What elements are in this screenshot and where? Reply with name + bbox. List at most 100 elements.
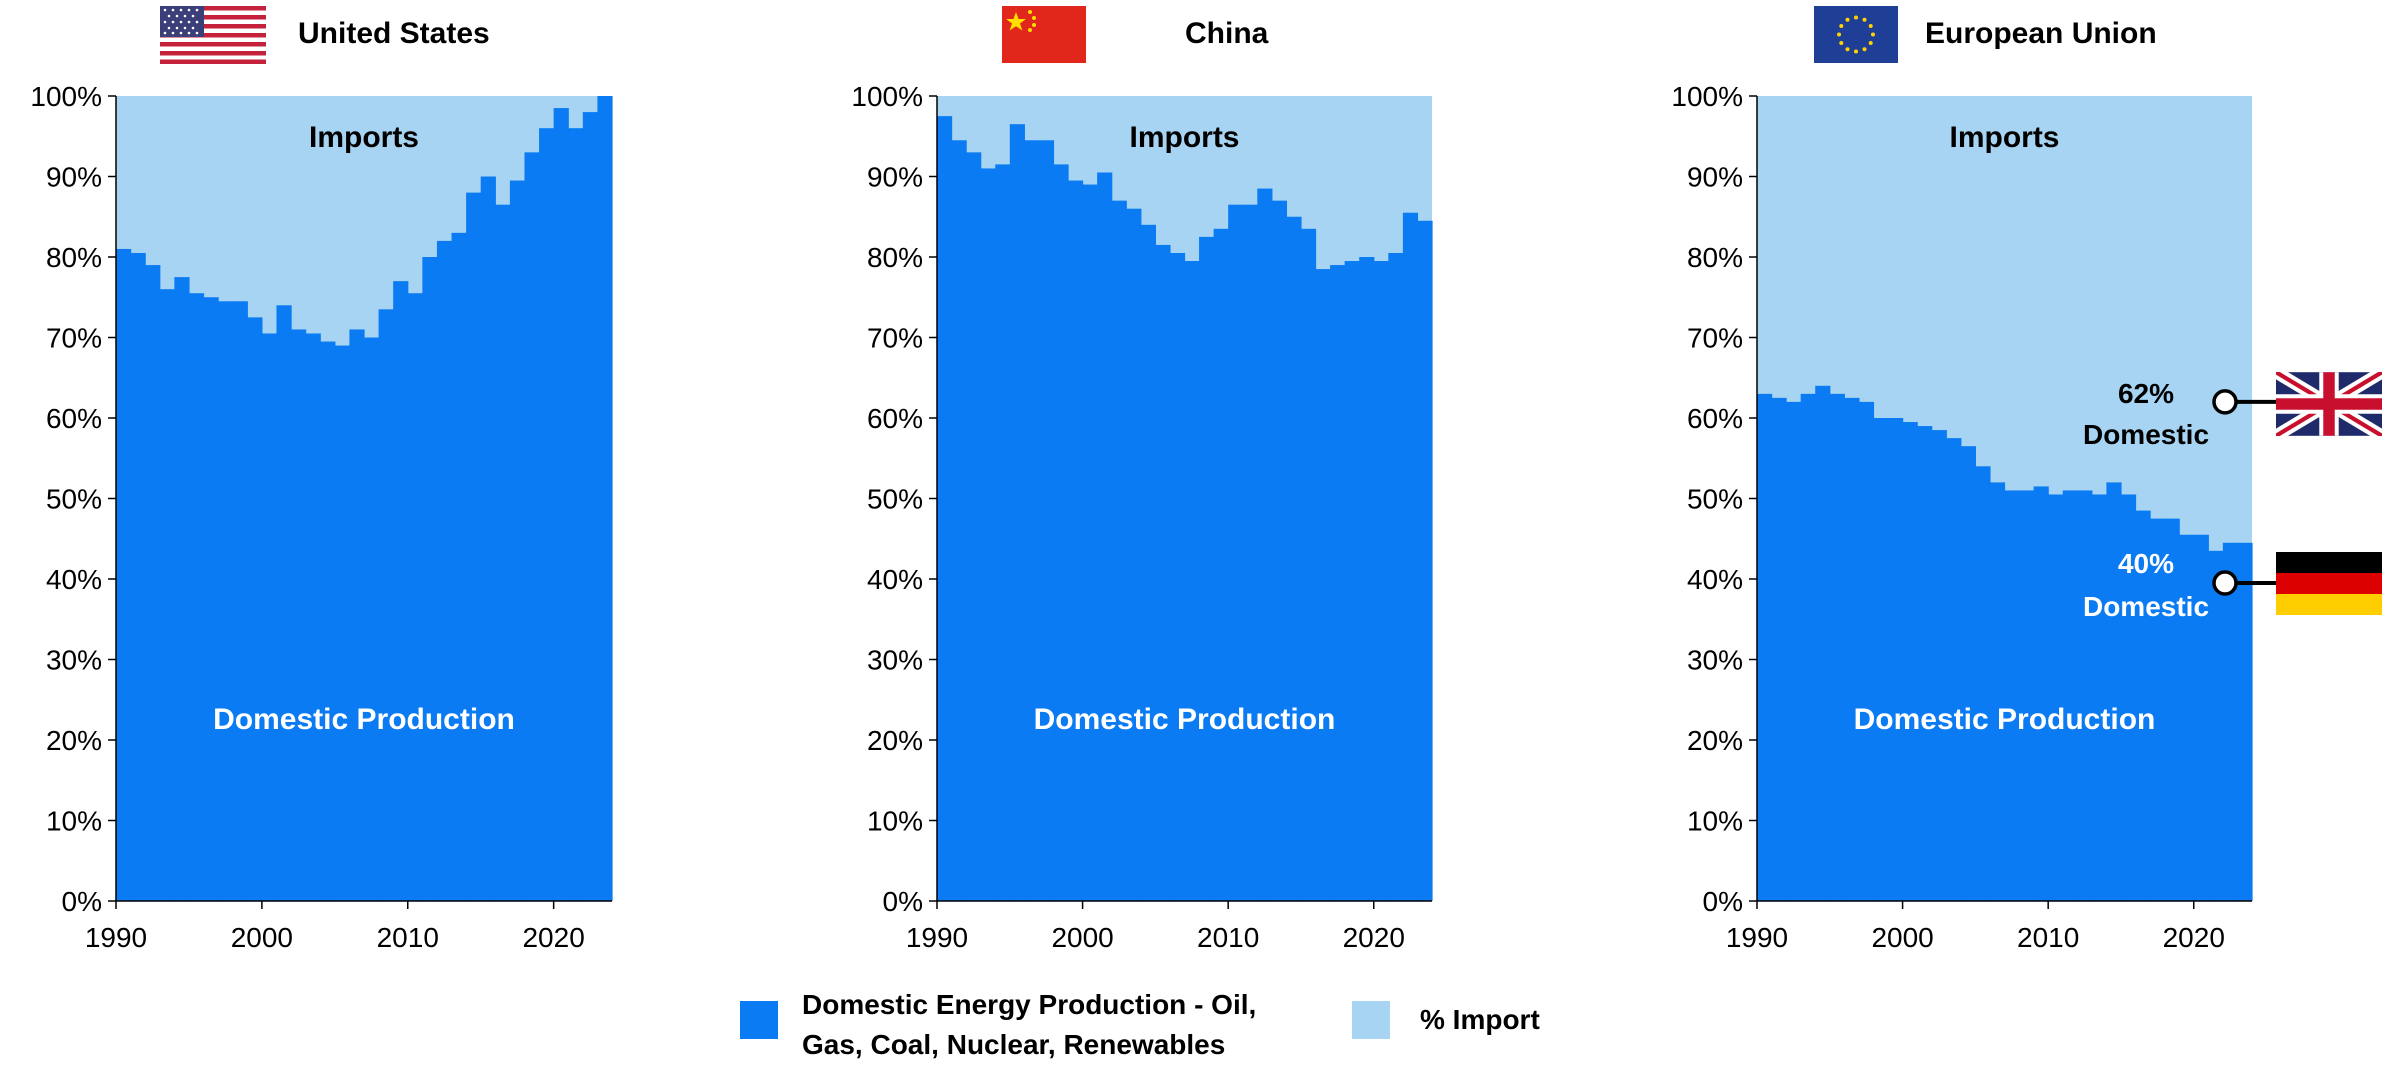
domestic-bar-2017 [2150, 518, 2166, 901]
legend-label-domestic: Domestic Energy Production - Oil, Gas, C… [802, 985, 1256, 1065]
domestic-bar-2014 [466, 192, 482, 902]
chart-us: 0% 10% 20% 30% 40% 50% 60% 70% 80% 90% 100% 1990 200… [30, 81, 613, 953]
domestic-bar-1994 [174, 277, 190, 901]
domestic-bar-2010 [407, 293, 423, 902]
domestic-bar-1995 [1009, 124, 1025, 902]
domestic-bar-2000 [1082, 184, 1098, 902]
domestic-production-label: Domestic Production [1034, 703, 1336, 736]
chart-eu: 0% 10% 20% 30% 40% 50% 60% 70% 80% 90% 100% 1990 200… [1671, 81, 2278, 953]
domestic-bar-2018 [1344, 261, 1360, 901]
domestic-bar-2010 [1228, 204, 1244, 902]
domestic-bar-2021 [568, 128, 584, 901]
domestic-bar-1996 [203, 297, 219, 901]
y-tick-label: 50% [867, 484, 923, 515]
domestic-bar-1999 [1068, 180, 1084, 901]
domestic-bar-2003 [305, 333, 321, 902]
x-tick-label: 2020 [1343, 922, 1405, 953]
domestic-bar-2023 [2237, 542, 2253, 901]
domestic-bar-2018 [524, 152, 540, 902]
y-tick-label: 80% [867, 242, 923, 273]
domestic-bar-2012 [2077, 490, 2093, 901]
x-tick-label: 2000 [1051, 922, 1113, 953]
domestic-bar-2005 [334, 345, 351, 901]
x-tick-label: 1990 [85, 922, 147, 953]
domestic-bar-1993 [1800, 393, 1816, 901]
y-tick-label: 0% [62, 886, 102, 917]
y-tick-label: 50% [46, 484, 102, 515]
domestic-bar-2005 [1975, 466, 1991, 901]
uk-callout-marker [2212, 389, 2238, 415]
y-tick-label: 40% [46, 564, 102, 595]
domestic-bar-2018 [2164, 518, 2180, 901]
legend-label-domestic-line1: Domestic Energy Production - Oil, [802, 989, 1257, 1020]
x-tick-label: 2010 [2017, 922, 2079, 953]
y-tick-label: 0% [1703, 886, 1743, 917]
domestic-bar-2004 [320, 341, 336, 901]
domestic-bar-2020 [553, 108, 569, 901]
domestic-bar-2023 [597, 96, 613, 901]
domestic-bar-2022 [1402, 212, 1419, 902]
uk-flag-icon [2276, 372, 2382, 436]
domestic-bar-1993 [159, 289, 175, 901]
de-callout-marker [2212, 570, 2238, 596]
y-tick-label: 90% [46, 162, 102, 193]
domestic-bar-2007 [364, 337, 380, 901]
domestic-bar-2004 [1140, 224, 1156, 902]
x-tick-label: 2020 [2163, 922, 2225, 953]
y-tick-label: 90% [1687, 162, 1743, 193]
y-tick-label: 90% [867, 162, 923, 193]
y-tick-label: 100% [1671, 81, 1743, 112]
domestic-bar-1994 [1815, 385, 1831, 901]
domestic-bar-2000 [1902, 422, 1918, 901]
domestic-bar-2011 [1242, 204, 1258, 902]
domestic-bar-2008 [378, 309, 394, 901]
domestic-bar-2002 [291, 329, 307, 901]
y-tick-label: 60% [1687, 403, 1743, 434]
domestic-bar-2022 [582, 112, 599, 902]
domestic-bar-2001 [276, 305, 292, 901]
domestic-bar-2016 [495, 204, 511, 902]
legend: Domestic Energy Production - Oil, Gas, C… [740, 985, 1580, 1060]
domestic-bar-1998 [1053, 164, 1069, 902]
y-tick-label: 60% [867, 403, 923, 434]
x-tick-label: 1990 [1726, 922, 1788, 953]
eu-flag-icon [1814, 6, 1898, 63]
domestic-bar-2010 [2048, 494, 2064, 901]
china-flag-icon [1002, 6, 1086, 63]
imports-label: Imports [1129, 121, 1239, 154]
domestic-bar-2008 [1199, 236, 1215, 901]
domestic-bar-1995 [188, 293, 205, 902]
domestic-bar-2002 [1111, 200, 1127, 901]
x-tick-label: 2020 [522, 922, 584, 953]
domestic-bar-2015 [2120, 494, 2137, 901]
domestic-bar-2017 [509, 180, 526, 901]
domestic-bar-2020 [2193, 534, 2209, 901]
domestic-bar-2014 [1286, 216, 1302, 901]
domestic-bar-1998 [1873, 418, 1889, 901]
legend-label-domestic-line2: Gas, Coal, Nuclear, Renewables [802, 1029, 1226, 1060]
domestic-bar-2007 [1184, 261, 1200, 901]
domestic-bar-2014 [2106, 482, 2122, 901]
y-tick-label: 80% [46, 242, 102, 273]
domestic-bar-2009 [393, 281, 409, 901]
uk-callout-label: Domestic [2083, 419, 2209, 450]
domestic-bar-2004 [1960, 446, 1976, 901]
domestic-bar-1993 [980, 168, 996, 901]
domestic-bar-2013 [1271, 200, 1288, 901]
domestic-bar-1996 [1844, 397, 1860, 901]
domestic-bar-2013 [451, 232, 467, 902]
y-tick-label: 70% [867, 323, 923, 354]
domestic-bar-2020 [1373, 261, 1389, 901]
y-tick-label: 40% [1687, 564, 1743, 595]
de-callout-label: Domestic [2083, 591, 2209, 622]
domestic-bar-2001 [1917, 426, 1933, 901]
domestic-production-label: Domestic Production [213, 703, 515, 736]
domestic-bar-1992 [145, 265, 161, 901]
domestic-bar-1991 [951, 140, 967, 901]
domestic-bar-1992 [966, 152, 982, 902]
y-tick-label: 10% [1687, 806, 1743, 837]
domestic-bar-1991 [1771, 397, 1787, 901]
domestic-bar-1999 [1888, 418, 1904, 901]
y-tick-label: 20% [46, 725, 102, 756]
domestic-bar-1996 [1024, 140, 1040, 901]
